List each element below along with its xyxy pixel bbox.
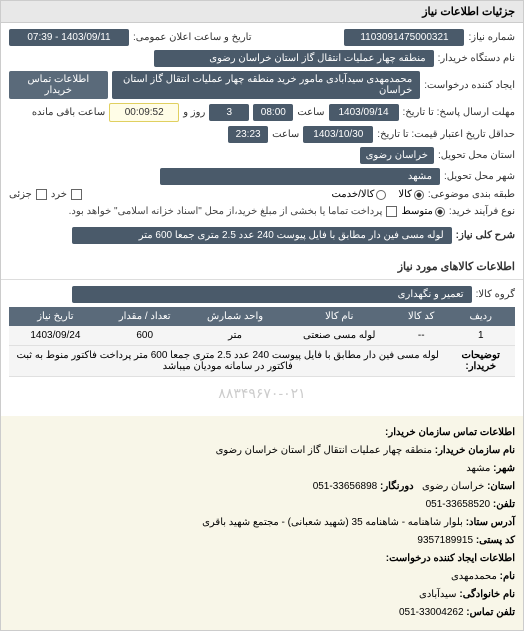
radio-service-label: کالا/خدمت bbox=[331, 189, 374, 200]
days-label: روز و bbox=[183, 107, 205, 118]
validity-label: حداقل تاریخ اعتبار قیمت: تا تاریخ: bbox=[377, 129, 515, 140]
province-value: خراسان رضوی bbox=[360, 147, 434, 164]
org-label: نام دستگاه خریدار: bbox=[438, 53, 515, 64]
table-desc-row: توضیحات خریدار: لوله مسی فین دار مطابق ب… bbox=[9, 346, 515, 377]
radio-dot-icon bbox=[414, 190, 424, 200]
items-table: ردیف کد کالا نام کالا واحد شمارش تعداد /… bbox=[9, 307, 515, 377]
row-province: استان محل تحویل: خراسان رضوی bbox=[9, 147, 515, 164]
time-label-1: ساعت bbox=[297, 107, 324, 118]
radio-mid-label: متوسط bbox=[401, 206, 432, 217]
creator-lname: نام خانوادگی: سیدآبادی bbox=[9, 586, 515, 603]
announce-label: تاریخ و ساعت اعلان عمومی: bbox=[133, 32, 252, 43]
row-validity: حداقل تاریخ اعتبار قیمت: تا تاریخ: 1403/… bbox=[9, 126, 515, 143]
req-number-label: شماره نیاز: bbox=[468, 32, 515, 43]
panel-title: جزئیات اطلاعات نیاز bbox=[1, 1, 523, 23]
partial-checkbox[interactable] bbox=[36, 189, 47, 200]
deadline-date: 1403/09/14 bbox=[329, 104, 399, 121]
row-group: گروه کالا: تعمیر و نگهداری bbox=[9, 286, 515, 303]
time-label-2: ساعت bbox=[272, 129, 299, 140]
td-qty: 600 bbox=[102, 326, 188, 346]
group-label: گروه کالا: bbox=[476, 289, 515, 300]
remaining-value: 00:09:52 bbox=[109, 103, 179, 122]
announce-value: 1403/09/11 - 07:39 bbox=[9, 29, 129, 46]
scale-label: خرد bbox=[51, 189, 67, 200]
org-value: منطقه چهار عملیات انتقال گاز استان خراسا… bbox=[154, 50, 434, 67]
contact-title: اطلاعات تماس سازمان خریدار: bbox=[9, 424, 515, 441]
need-details-panel: جزئیات اطلاعات نیاز شماره نیاز: 11030914… bbox=[0, 0, 524, 631]
scale-checkbox[interactable] bbox=[71, 189, 82, 200]
contact-section: اطلاعات تماس سازمان خریدار: نام سازمان خ… bbox=[1, 416, 523, 630]
contact-post: کد پستی: 9357189915 bbox=[9, 532, 515, 549]
th-qty: تعداد / مقدار bbox=[102, 307, 188, 326]
row-city: شهر محل تحویل: مشهد bbox=[9, 168, 515, 185]
row-summary: شرح کلی نیاز: لوله مسی فین دار مطابق با … bbox=[9, 227, 515, 244]
row-deadline: مهلت ارسال پاسخ: تا تاریخ: 1403/09/14 سا… bbox=[9, 103, 515, 122]
contact-tel: تلفن: 33658520-051 bbox=[9, 496, 515, 513]
contact-org: نام سازمان خریدار: منطقه چهار عملیات انت… bbox=[9, 442, 515, 459]
row-subject-type: طبقه بندی موضوعی: کالا کالا/خدمت خرد جزئ… bbox=[9, 189, 515, 200]
td-date: 1403/09/24 bbox=[9, 326, 102, 346]
summary-label: شرح کلی نیاز: bbox=[456, 230, 515, 241]
process-checkbox[interactable] bbox=[386, 206, 397, 217]
partial-label: جزئی bbox=[9, 189, 32, 200]
row-process: نوع فرآیند خرید: متوسط پرداخت تماما یا ب… bbox=[9, 204, 515, 219]
th-date: تاریخ نیاز bbox=[9, 307, 102, 326]
desc-label-cell: توضیحات خریدار: bbox=[446, 346, 515, 377]
province-label: استان محل تحویل: bbox=[438, 150, 515, 161]
radio-goods[interactable]: کالا bbox=[398, 189, 424, 200]
contact-city: شهر: مشهد bbox=[9, 460, 515, 477]
creator-name: نام: محمدمهدی bbox=[9, 568, 515, 585]
td-code: -- bbox=[396, 326, 446, 346]
table-header-row: ردیف کد کالا نام کالا واحد شمارش تعداد /… bbox=[9, 307, 515, 326]
row-creator: ایجاد کننده درخواست: محمدمهدی سیدآبادی م… bbox=[9, 71, 515, 99]
td-name: لوله مسی صنعتی bbox=[283, 326, 396, 346]
creator-title: اطلاعات ایجاد کننده درخواست: bbox=[9, 550, 515, 567]
radio-dot-icon bbox=[376, 190, 386, 200]
td-unit: متر bbox=[188, 326, 283, 346]
city-value: مشهد bbox=[160, 168, 440, 185]
creator-value: محمدمهدی سیدآبادی مامور خرید منطقه چهار … bbox=[112, 71, 421, 99]
contact-prov-fax: استان: خراسان رضوی دورنگار: 33656898-051 bbox=[9, 478, 515, 495]
row-org: نام دستگاه خریدار: منطقه چهار عملیات انت… bbox=[9, 50, 515, 67]
radio-mid[interactable]: متوسط bbox=[401, 206, 444, 217]
items-section-title: اطلاعات کالاهای مورد نیاز bbox=[1, 254, 523, 280]
items-body: گروه کالا: تعمیر و نگهداری ردیف کد کالا … bbox=[1, 280, 523, 416]
validity-date: 1403/10/30 bbox=[303, 126, 373, 143]
form-body: شماره نیاز: 1103091475000321 تاریخ و ساع… bbox=[1, 23, 523, 254]
remaining-label: ساعت باقی مانده bbox=[32, 107, 105, 118]
validity-time: 23:23 bbox=[228, 126, 268, 143]
subject-type-radios: کالا کالا/خدمت bbox=[331, 189, 423, 200]
contact-addr: آدرس ستاد: بلوار شاهنامه - شاهنامه 35 (ش… bbox=[9, 514, 515, 531]
radio-service[interactable]: کالا/خدمت bbox=[331, 189, 386, 200]
th-name: نام کالا bbox=[283, 307, 396, 326]
th-unit: واحد شمارش bbox=[188, 307, 283, 326]
radio-dot-icon bbox=[435, 207, 445, 217]
th-code: کد کالا bbox=[396, 307, 446, 326]
td-row: 1 bbox=[446, 326, 515, 346]
process-label: نوع فرآیند خرید: bbox=[449, 206, 515, 217]
subject-type-label: طبقه بندی موضوعی: bbox=[428, 189, 515, 200]
contact-buyer-button[interactable]: اطلاعات تماس خریدار bbox=[9, 71, 108, 99]
process-note: پرداخت تماما یا بخشی از مبلغ خرید،از محل… bbox=[69, 204, 383, 219]
days-value: 3 bbox=[209, 104, 249, 121]
deadline-label: مهلت ارسال پاسخ: تا تاریخ: bbox=[403, 107, 515, 118]
creator-label: ایجاد کننده درخواست: bbox=[424, 80, 515, 91]
desc-label: توضیحات خریدار: bbox=[462, 350, 500, 372]
city-label: شهر محل تحویل: bbox=[444, 171, 515, 182]
creator-tel: تلفن تماس: 33004262-051 bbox=[9, 604, 515, 621]
watermark: ۸۸۳۴۹۶۷۰-۰۲۱ bbox=[9, 377, 515, 410]
summary-value: لوله مسی فین دار مطابق با فایل پیوست 240… bbox=[72, 227, 452, 244]
th-row: ردیف bbox=[446, 307, 515, 326]
desc-value-cell: لوله مسی فین دار مطابق با فایل پیوست 240… bbox=[9, 346, 446, 377]
req-number-value: 1103091475000321 bbox=[344, 29, 464, 46]
table-row[interactable]: 1 -- لوله مسی صنعتی متر 600 1403/09/24 bbox=[9, 326, 515, 346]
radio-goods-label: کالا bbox=[398, 189, 412, 200]
deadline-time: 08:00 bbox=[253, 104, 293, 121]
row-req-number: شماره نیاز: 1103091475000321 تاریخ و ساع… bbox=[9, 29, 515, 46]
group-value: تعمیر و نگهداری bbox=[72, 286, 472, 303]
